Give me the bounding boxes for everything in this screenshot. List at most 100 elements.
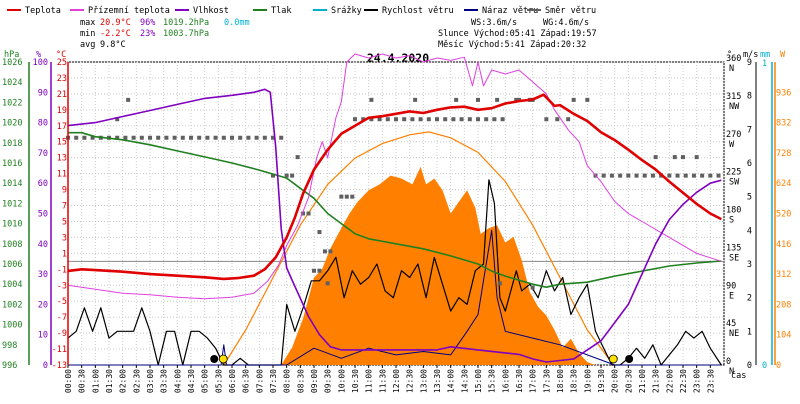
wind-direction-dot xyxy=(451,117,456,122)
pressure-tick-label: 1014 xyxy=(2,179,22,189)
stat-wg: WG:4.6m/s xyxy=(543,18,589,28)
wind-direction-dot xyxy=(618,173,623,178)
humidity-tick-label: 80 xyxy=(38,119,48,129)
wind-direction-dot xyxy=(492,117,497,122)
sunrise-marker xyxy=(218,354,228,364)
x-tick-label: 21:00 xyxy=(638,369,647,393)
wind-direction-name: E xyxy=(729,291,734,301)
wind-direction-dot xyxy=(530,285,535,290)
humidity-tick-label: 40 xyxy=(38,240,48,250)
wind-direction-dot xyxy=(369,117,374,122)
temperature-tick-label: 17 xyxy=(57,122,67,132)
wind-direction-dot xyxy=(653,155,658,160)
wind-direction-name: S xyxy=(729,216,734,226)
stat-max-hum: 96% xyxy=(140,18,155,28)
humidity-tick-label: 0 xyxy=(43,361,48,371)
x-tick-label: 02:30 xyxy=(132,369,141,393)
x-tick-label: 20:00 xyxy=(611,369,620,393)
wind-direction-dot xyxy=(435,117,439,122)
x-tick-label: 09:30 xyxy=(324,369,333,393)
moonset-marker xyxy=(625,355,634,363)
temperature-tick-label: 5 xyxy=(62,217,67,227)
wind-direction-dot xyxy=(325,281,330,286)
x-tick-label: 10:30 xyxy=(351,369,360,393)
temperature-tick-label: 11 xyxy=(57,170,67,180)
wind-direction-dot xyxy=(394,117,398,122)
x-tick-label: 12:00 xyxy=(392,369,401,393)
wind-direction-dot xyxy=(284,173,289,178)
wind-direction-dot xyxy=(74,135,79,140)
wind-direction-dot xyxy=(290,173,295,178)
wind-direction-dot xyxy=(254,135,259,140)
rain-tick-label: 0 xyxy=(762,361,767,371)
wind-speed-tick-label: 4 xyxy=(747,226,752,236)
wind-gust-line xyxy=(68,229,722,366)
wind-direction-dot xyxy=(180,135,185,140)
wind-direction-dot xyxy=(514,97,519,102)
x-tick-label: 00:30 xyxy=(78,369,87,393)
legend-label: Vlhkost xyxy=(193,6,229,16)
legend-label: Přízemní teplota xyxy=(88,6,170,16)
x-tick-label: 23:30 xyxy=(706,369,715,393)
wind-direction-dot xyxy=(694,155,699,160)
wind-direction-dot xyxy=(495,97,500,102)
x-tick-label: 13:00 xyxy=(419,369,428,393)
pressure-tick-label: 998 xyxy=(2,341,17,351)
wind-direction-tick-label: 360 xyxy=(726,54,741,64)
wind-direction-dot xyxy=(555,117,560,122)
wind-direction-dot xyxy=(361,117,366,122)
ground-temperature-line xyxy=(67,53,722,300)
wind-direction-name: SE xyxy=(729,253,739,263)
pressure-tick-label: 996 xyxy=(2,361,17,371)
wind-direction-dot xyxy=(322,249,327,254)
legend-label: Srážky xyxy=(331,6,362,16)
stat-avg-label: avg xyxy=(80,40,95,50)
x-axis-label: čas xyxy=(731,370,746,381)
x-tick-label: 11:30 xyxy=(378,369,387,393)
wind-direction-dot xyxy=(459,117,464,122)
wind-direction-dot xyxy=(681,155,685,160)
temperature-tick-label: 19 xyxy=(57,106,67,116)
wind-direction-name: NE xyxy=(729,329,739,339)
wind-direction-name: NW xyxy=(729,102,740,112)
moonrise-marker xyxy=(210,355,219,363)
temperature-tick-label: -3 xyxy=(57,281,67,291)
wind-direction-name: N xyxy=(729,367,734,377)
wind-direction-dot xyxy=(339,194,344,199)
x-tick-label: 04:00 xyxy=(173,369,182,393)
solar-tick-label: 936 xyxy=(776,88,791,98)
sunset-marker xyxy=(608,354,618,364)
wind-direction-dot xyxy=(317,268,322,273)
stat-max-rain: 0.0mm xyxy=(224,18,250,28)
wind-direction-dot xyxy=(156,135,161,140)
wind-direction-tick-label: 0 xyxy=(726,357,731,367)
humidity-tick-label: 90 xyxy=(38,88,48,98)
x-tick-label: 11:00 xyxy=(365,369,374,393)
pressure-tick-label: 1006 xyxy=(2,260,22,270)
x-tick-label: 17:30 xyxy=(542,369,551,393)
x-tick-label: 13:30 xyxy=(433,369,442,393)
humidity-axis-unit: % xyxy=(36,50,41,60)
wind-direction-dot xyxy=(716,173,721,178)
pressure-tick-label: 1004 xyxy=(2,280,22,290)
wind-speed-tick-label: 5 xyxy=(747,193,752,203)
wind-direction-dot xyxy=(476,97,480,102)
x-tick-label: 19:30 xyxy=(597,369,606,393)
wind-direction-dot xyxy=(585,97,590,102)
wind-direction-dot xyxy=(271,173,275,178)
temperature-tick-label: -9 xyxy=(57,329,67,339)
temperature-tick-label: -13 xyxy=(52,361,67,371)
stat-max-label: max xyxy=(80,18,95,28)
wind-direction-dot xyxy=(410,117,415,122)
wind-direction-dot xyxy=(82,135,87,140)
wind-direction-dot xyxy=(172,135,177,140)
x-tick-label: 01:30 xyxy=(105,369,114,393)
wind-direction-dot xyxy=(271,135,275,140)
wind-direction-dot xyxy=(700,173,705,178)
x-tick-label: 07:00 xyxy=(255,369,264,393)
wind-direction-tick-label: 90 xyxy=(726,281,736,291)
rain-axis-unit: mm xyxy=(760,50,770,60)
wind-direction-dot xyxy=(295,155,300,160)
stat-min-press: 1003.7hPa xyxy=(163,29,209,39)
